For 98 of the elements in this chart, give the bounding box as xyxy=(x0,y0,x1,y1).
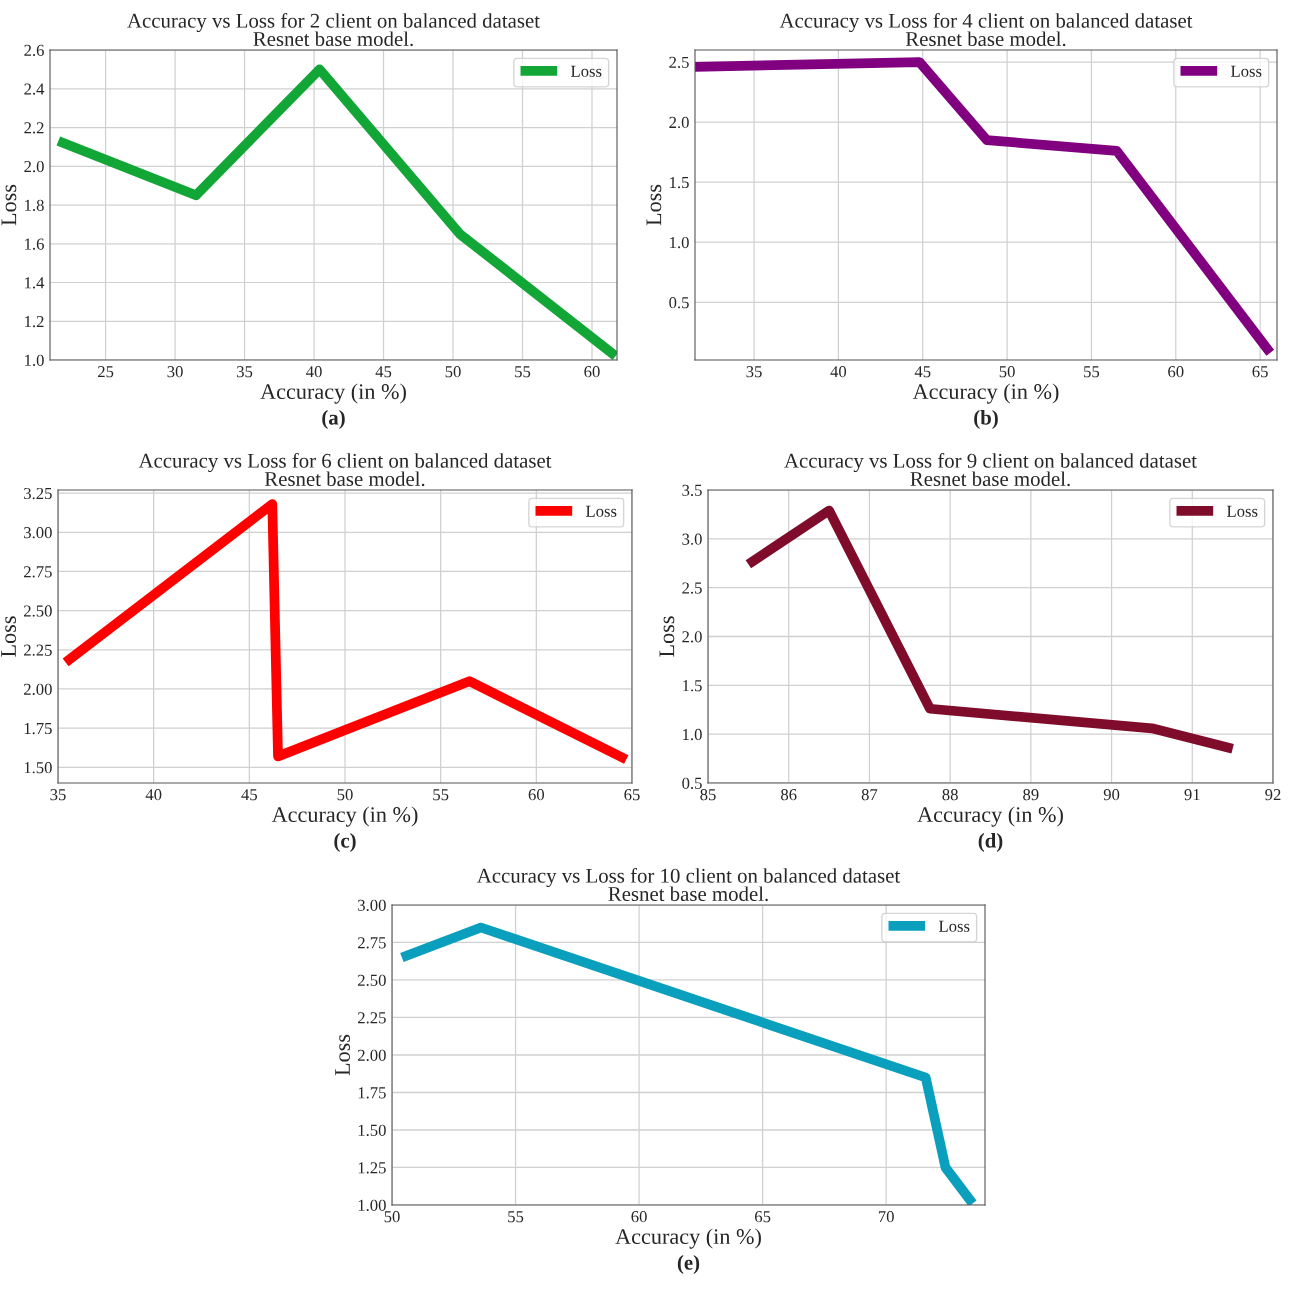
x-tick-label: 85 xyxy=(700,789,716,801)
x-tick-label: 87 xyxy=(861,789,878,801)
y-tick-label: 1.25 xyxy=(358,1162,386,1174)
y-tick-label: 2.4 xyxy=(24,83,45,95)
x-tick-label: 55 xyxy=(433,789,449,801)
y-tick-label: 2.25 xyxy=(24,644,52,656)
x-axis-title: Accuracy (in %) xyxy=(615,1228,761,1249)
x-tick-label: 60 xyxy=(631,1211,647,1223)
x-tick-label: 35 xyxy=(50,789,66,801)
y-tick-label: 0.5 xyxy=(669,297,689,309)
y-tick-label: 1.5 xyxy=(670,176,689,189)
x-tick-label: 92 xyxy=(1265,789,1281,801)
x-tick-label: 55 xyxy=(508,1211,524,1223)
y-tick-label: 3.00 xyxy=(24,527,52,539)
legend-label: Loss xyxy=(1230,65,1262,77)
chart-subtitle: Resnet base model. xyxy=(910,471,1070,487)
x-tick-label: 55 xyxy=(515,366,531,378)
x-tick-label: 55 xyxy=(1084,366,1100,378)
x-tick-label: 50 xyxy=(384,1211,400,1223)
y-axis-title: Loss xyxy=(335,1034,350,1076)
x-tick-label: 86 xyxy=(781,789,797,801)
legend-label: Loss xyxy=(570,65,602,77)
y-tick-label: 2.5 xyxy=(669,56,689,69)
y-tick-label: 3.0 xyxy=(682,533,702,545)
y-tick-label: 1.75 xyxy=(24,722,52,735)
y-tick-label: 1.00 xyxy=(358,1199,386,1212)
x-tick-label: 88 xyxy=(942,789,958,801)
x-axis-title: Accuracy (in %) xyxy=(917,806,1063,827)
y-tick-label: 2.50 xyxy=(24,605,52,617)
y-axis-title: Loss xyxy=(646,184,662,226)
legend-label: Loss xyxy=(585,505,617,517)
y-tick-label: 2.6 xyxy=(24,44,44,57)
y-tick-label: 1.0 xyxy=(670,236,689,249)
y-tick-label: 2.2 xyxy=(24,122,44,134)
x-tick-label: 35 xyxy=(746,366,762,378)
x-tick-label: 65 xyxy=(1252,366,1268,378)
x-tick-label: 60 xyxy=(1168,366,1184,378)
y-axis-title: Loss xyxy=(659,616,675,657)
x-tick-label: 40 xyxy=(306,366,322,378)
y-tick-label: 1.6 xyxy=(25,238,44,250)
x-axis-title: Accuracy (in %) xyxy=(912,383,1059,404)
chart-subtitle: Resnet base model. xyxy=(253,31,413,47)
x-axis-title: Accuracy (in %) xyxy=(260,383,406,404)
text: (a) xyxy=(322,410,345,429)
x-tick-label: 60 xyxy=(584,366,600,378)
y-tick-label: 1.50 xyxy=(358,1124,386,1137)
y-tick-label: 2.50 xyxy=(358,974,386,987)
x-tick-label: 45 xyxy=(914,366,931,378)
y-tick-label: 3.5 xyxy=(682,484,702,497)
y-tick-label: 1.4 xyxy=(25,277,45,289)
y-tick-label: 2.25 xyxy=(358,1012,386,1024)
x-tick-label: 65 xyxy=(624,789,640,801)
y-tick-label: 1.2 xyxy=(25,316,44,328)
y-tick-label: 2.75 xyxy=(358,937,386,949)
text: (d) xyxy=(978,833,1003,852)
x-tick-label: 40 xyxy=(830,366,847,378)
y-tick-label: 2.0 xyxy=(24,160,44,173)
y-tick-label: 2.75 xyxy=(24,566,52,578)
y-tick-label: 2.5 xyxy=(682,582,702,594)
y-axis-title: Loss xyxy=(1,616,16,657)
x-tick-label: 65 xyxy=(755,1211,771,1223)
x-tick-label: 45 xyxy=(375,366,392,378)
legend-label: Loss xyxy=(938,920,970,932)
text: (c) xyxy=(334,833,356,852)
y-tick-label: 3.00 xyxy=(358,899,386,912)
x-axis-title: Accuracy (in %) xyxy=(271,806,418,827)
x-tick-label: 60 xyxy=(528,789,545,801)
y-tick-label: 1.75 xyxy=(358,1087,386,1099)
legend-label: Loss xyxy=(1226,505,1258,517)
y-tick-label: 0.5 xyxy=(682,777,702,790)
text: (b) xyxy=(974,410,998,429)
y-tick-label: 2.00 xyxy=(24,683,52,696)
x-tick-label: 45 xyxy=(241,789,258,801)
y-tick-label: 1.50 xyxy=(24,762,52,774)
x-tick-label: 89 xyxy=(1023,789,1039,801)
y-tick-label: 1.0 xyxy=(25,354,44,367)
x-tick-label: 90 xyxy=(1103,789,1120,801)
chart-subtitle: Resnet base model. xyxy=(608,886,768,902)
y-axis-title: Loss xyxy=(1,184,17,226)
x-tick-label: 40 xyxy=(145,789,162,801)
y-tick-label: 3.25 xyxy=(24,487,52,500)
y-tick-label: 1.8 xyxy=(25,199,44,212)
y-tick-label: 1.0 xyxy=(683,728,702,741)
x-tick-label: 70 xyxy=(878,1211,894,1223)
x-tick-label: 50 xyxy=(337,789,353,801)
y-tick-label: 2.0 xyxy=(682,631,702,643)
y-tick-label: 2.0 xyxy=(669,116,689,129)
x-tick-label: 25 xyxy=(97,366,114,378)
y-tick-label: 2.00 xyxy=(358,1049,386,1062)
chart-subtitle: Resnet base model. xyxy=(905,31,1066,47)
x-tick-label: 91 xyxy=(1184,789,1200,801)
x-tick-label: 50 xyxy=(999,366,1015,378)
text: (e) xyxy=(677,1255,700,1274)
y-tick-label: 1.5 xyxy=(683,680,702,692)
x-tick-label: 30 xyxy=(167,366,183,378)
x-tick-label: 50 xyxy=(445,366,461,378)
chart-subtitle: Resnet base model. xyxy=(264,471,425,487)
x-tick-label: 35 xyxy=(237,366,253,378)
